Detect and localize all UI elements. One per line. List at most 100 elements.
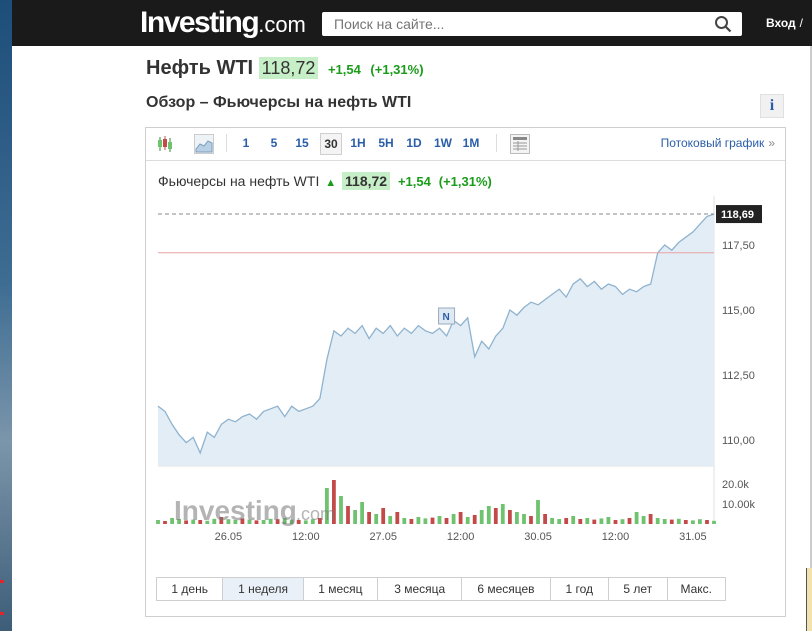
volume-bar — [648, 514, 653, 524]
price-line — [157, 213, 715, 455]
interval-1h[interactable]: 1H — [350, 136, 366, 150]
volume-bar — [360, 502, 364, 524]
x-tick-label: 12:00 — [292, 531, 320, 543]
interval-15[interactable]: 15 — [295, 136, 309, 150]
toolbar-divider — [496, 134, 497, 152]
site-logo[interactable]: Investing.com — [140, 6, 306, 39]
volume-bar — [472, 515, 477, 524]
interval-1d[interactable]: 1D — [406, 136, 422, 150]
volume-bar — [543, 514, 547, 524]
volume-bar — [634, 512, 639, 524]
volume-bar — [332, 480, 336, 524]
volume-bar — [296, 520, 301, 524]
area-chart-icon[interactable] — [194, 134, 214, 154]
volume-bar — [212, 518, 217, 524]
last-price: 118,72 — [258, 57, 319, 79]
range-5-years[interactable]: 5 лет — [609, 577, 668, 601]
volume-bar — [205, 520, 210, 524]
volume-bar — [465, 517, 470, 524]
search-box[interactable] — [322, 12, 742, 36]
section-title: Обзор – Фьючерсы на нефть WTI — [146, 94, 412, 111]
investing-watermark-domain: .com — [296, 504, 335, 524]
volume-bar — [275, 519, 280, 524]
chart-instrument-name: Фьючерсы на нефть WTI — [158, 173, 320, 189]
search-input[interactable] — [332, 15, 696, 33]
volume-bar — [353, 510, 357, 524]
login-link[interactable]: Вход / — [766, 16, 804, 30]
range-1-week[interactable]: 1 неделя — [223, 577, 304, 601]
range-3-months[interactable]: 3 месяца — [378, 577, 463, 601]
last-price-marker — [716, 205, 762, 224]
volume-bar — [247, 519, 252, 524]
y-tick-label: 117,50 — [722, 240, 755, 252]
volume-bar — [310, 519, 315, 524]
price-chart[interactable]: 110,00 112,50 115,00 117,50 118,69 N 20.0k 10.0… — [146, 128, 785, 568]
volume-bar — [676, 518, 681, 524]
volume-bar — [339, 496, 343, 524]
price-change-percent: (+1,31%) — [370, 62, 424, 77]
price-area — [158, 214, 714, 466]
volume-bar — [641, 516, 646, 524]
volume-bar — [163, 521, 167, 524]
y-tick-label: 112,50 — [722, 370, 755, 382]
chart-header: Фьючерсы на нефть WTI ▲ 118,72 +1,54 (+1… — [158, 172, 492, 190]
x-tick-label: 26.05 — [215, 531, 243, 543]
volume-bar — [458, 512, 463, 524]
volume-bar — [585, 518, 590, 524]
volume-bar — [613, 520, 618, 524]
range-1-month[interactable]: 1 месяц — [303, 577, 379, 601]
volume-bar — [156, 520, 160, 524]
interval-5[interactable]: 5 — [270, 136, 278, 150]
news-marker-label: N — [443, 312, 450, 323]
range-max[interactable]: Макс. — [667, 577, 726, 601]
volume-bar — [529, 516, 533, 524]
range-selector: 1 день 1 неделя 1 месяц 3 месяца 6 месяц… — [156, 577, 726, 601]
interval-30[interactable]: 30 — [320, 133, 342, 155]
volume-bar — [683, 520, 688, 524]
range-1-year[interactable]: 1 год — [550, 577, 610, 601]
volume-bar — [522, 514, 526, 524]
info-button[interactable]: i — [760, 94, 784, 118]
x-tick-label: 12:00 — [602, 531, 630, 543]
interval-5h[interactable]: 5H — [378, 136, 394, 150]
volume-bar — [430, 517, 435, 524]
volume-bar — [198, 520, 203, 524]
adjacent-panel-edge — [806, 568, 812, 631]
volume-bar — [571, 516, 576, 524]
volume-bar — [578, 519, 583, 524]
volume-bar — [444, 518, 449, 524]
range-6-months[interactable]: 6 месяцев — [462, 577, 551, 601]
volume-bar — [177, 519, 181, 524]
volume-bar — [233, 520, 238, 524]
volume-bar — [318, 518, 322, 524]
interval-1[interactable]: 1 — [242, 136, 250, 150]
investing-watermark: Investing — [174, 495, 297, 526]
candlestick-icon[interactable] — [156, 135, 174, 153]
streaming-chart-link[interactable]: Потоковый график» — [660, 136, 775, 150]
arrow-up-icon: ▲ — [325, 177, 337, 189]
chart-price-change: +1,54 — [397, 174, 431, 189]
volume-bar — [268, 518, 273, 524]
instrument-title-row: Нефть WTI 118,72 +1,54 (+1,31%) — [146, 57, 424, 80]
background-strip — [0, 0, 12, 631]
range-1-day[interactable]: 1 день — [156, 577, 224, 601]
volume-bar — [346, 506, 350, 524]
volume-bar — [662, 519, 667, 524]
volume-bar — [698, 519, 702, 524]
volume-bar — [451, 514, 456, 524]
search-icon[interactable] — [714, 15, 732, 33]
volume-bar — [550, 518, 554, 524]
volume-tick-label: 20.0k — [722, 479, 749, 491]
chart-toolbar: 1 5 15 30 1H 5H 1D 1W 1M Потоковый графи… — [146, 128, 785, 161]
interval-1m[interactable]: 1M — [462, 136, 480, 150]
volume-bar — [564, 518, 569, 524]
interval-1w[interactable]: 1W — [434, 136, 452, 150]
volume-bar — [691, 520, 695, 524]
chart-settings-icon[interactable] — [510, 134, 530, 154]
volume-bar — [712, 520, 716, 524]
background-mark — [0, 580, 4, 583]
chart-widget: 1 5 15 30 1H 5H 1D 1W 1M Потоковый графи… — [145, 127, 786, 617]
chart-price-change-percent: (+1,31%) — [438, 174, 492, 189]
volume-bar — [557, 519, 562, 524]
last-price-marker-label: 118,69 — [721, 209, 754, 221]
